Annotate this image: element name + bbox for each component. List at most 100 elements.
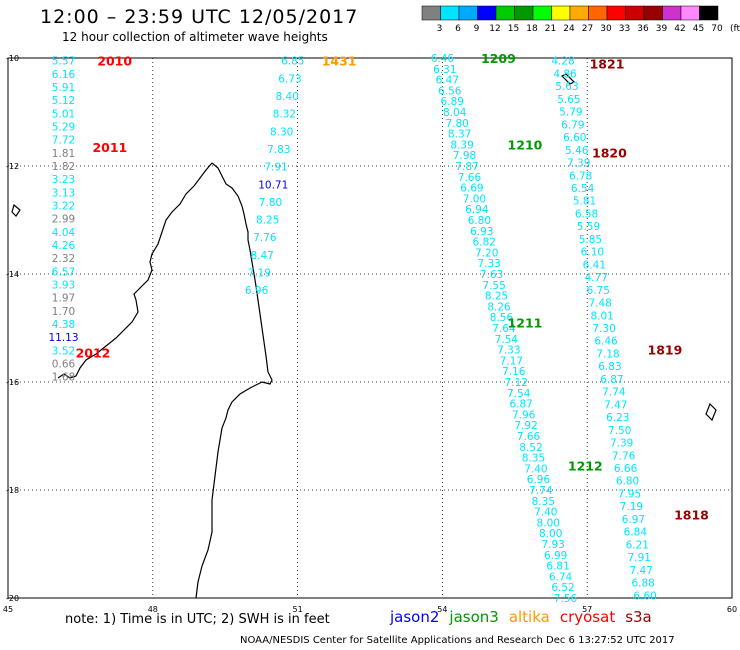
wave-height-value: 7.56	[554, 593, 578, 605]
legend-entry: s3a	[625, 608, 652, 626]
legend-entry: jason3	[449, 608, 499, 626]
wave-height-value: 5.29	[52, 122, 75, 134]
pass-time-label: 1431	[322, 54, 357, 69]
coastline-madagascar	[11, 73, 717, 599]
wave-height-value: 7.00	[463, 193, 486, 205]
wave-height-value: 6.80	[468, 215, 491, 227]
wave-height-value: 8.01	[590, 310, 613, 322]
colorbar-label: 70	[711, 24, 723, 34]
lon-tick-label: 51	[293, 605, 303, 614]
colorbar-label: 33	[619, 24, 630, 34]
wave-height-value: 6.84	[624, 527, 648, 539]
wave-height-value: 6.85	[281, 56, 304, 68]
lon-tick-label: 54	[437, 605, 447, 614]
colorbar-label: 24	[563, 24, 575, 34]
wave-height-value: 6.81	[546, 561, 569, 573]
wave-height-value: 6.96	[245, 285, 269, 297]
wave-height-value: 8.25	[256, 215, 279, 227]
wave-height-value: 8.37	[448, 129, 471, 141]
wave-height-value: 7.17	[500, 355, 523, 367]
wave-height-value: 6.74	[549, 571, 573, 583]
wave-height-value: 1.97	[52, 293, 75, 305]
wave-height-value: 7.16	[502, 366, 526, 378]
wave-height-value: 5.46	[565, 145, 589, 157]
wave-height-value: 8.39	[450, 139, 473, 151]
wave-height-value: 7.18	[596, 348, 619, 360]
pass-time-label: 1820	[592, 146, 627, 161]
colorbar-label: 12	[489, 24, 500, 34]
pass-time-labels: 2010 2011 2012 1431 1209 1210 1211 1212 1821 1820…	[76, 51, 709, 522]
wave-height-value: 7.66	[517, 431, 541, 443]
wave-height-value: 4.77	[585, 272, 608, 284]
wave-height-value: 6.78	[569, 170, 592, 182]
wave-height-value: 6.99	[544, 550, 567, 562]
wave-height-value: 6.80	[616, 476, 639, 488]
credit-line: NOAA/NESDIS Center for Satellite Applica…	[240, 635, 675, 646]
lon-tick-label: 45	[3, 605, 13, 614]
wave-height-value: 6.54	[571, 183, 595, 195]
wave-height-value: 6.87	[600, 374, 623, 386]
wave-height-value: 7.47	[604, 399, 627, 411]
wave-height-value: 7.50	[608, 425, 631, 437]
wave-height-value: 5.63	[555, 81, 578, 93]
wave-height-value: 6.69	[460, 183, 483, 195]
wave-height-value: 11.13	[48, 332, 78, 344]
colorbar-label: 15	[508, 24, 519, 34]
pass-time-label: 2012	[76, 345, 111, 360]
wave-height-value: 8.40	[276, 91, 299, 103]
wave-height-value: 6.23	[606, 412, 629, 424]
wave-height-value: 8.35	[532, 496, 555, 508]
wave-height-value: 7.96	[512, 409, 536, 421]
wave-height-value: 5.91	[52, 82, 75, 94]
lon-tick-label: 57	[582, 605, 592, 614]
wave-height-value: 8.56	[490, 312, 514, 324]
wave-height-value: 7.93	[541, 539, 564, 551]
wave-height-value: 5.57	[52, 56, 75, 68]
wave-height-value: 6.75	[587, 285, 610, 297]
wave-height-value: 7.19	[620, 501, 643, 513]
wave-height-value: 7.33	[477, 258, 500, 270]
wave-height-value: 7.87	[455, 161, 478, 173]
satellite-legend: jason2 jason3 altika cryosat s3a	[390, 608, 662, 626]
lat-tick-label: -10	[6, 54, 19, 63]
wave-height-value: 7.54	[495, 334, 519, 346]
wave-height-value: 7.66	[458, 172, 482, 184]
wave-height-value: 8.52	[519, 442, 542, 454]
pass-time-label: 2011	[92, 140, 127, 155]
axis-labels: 45 48 51 54 57 60 -10 -12 -14 -16 -18 -20	[3, 54, 737, 614]
colorbar-swatch	[699, 5, 719, 21]
wave-height-value: 8.47	[250, 250, 273, 262]
wave-height-value: 6.41	[583, 259, 606, 271]
small-island-a	[11, 203, 21, 217]
wave-height-value: 6.82	[473, 237, 496, 249]
wave-height-value: 8.25	[485, 291, 508, 303]
wave-height-value: 6.16	[52, 69, 76, 81]
altimeter-tracks: 5.576.165.915.125.01 5.297.721.811.823.23…	[48, 53, 656, 605]
wave-height-value: 1.68	[52, 372, 75, 384]
wave-height-value: 6.87	[509, 399, 532, 411]
wave-height-value: 6.46	[594, 336, 618, 348]
wave-height-value: 6.46	[431, 53, 455, 65]
wave-height-value: 5.12	[52, 95, 75, 107]
wave-height-value: 7.74	[529, 485, 553, 497]
wave-height-value: 7.92	[514, 420, 537, 432]
wave-height-value: 7.76	[612, 450, 636, 462]
wave-height-value: 6.47	[436, 75, 459, 87]
small-island-b	[705, 402, 717, 422]
wave-height-value: 6.21	[626, 539, 649, 551]
wave-height-value: 6.73	[278, 73, 301, 85]
wave-height-value: 3.22	[52, 200, 75, 212]
wave-height-value: 8.00	[539, 528, 562, 540]
wave-height-value: 7.39	[610, 438, 633, 450]
wave-height-value: 6.97	[622, 514, 645, 526]
wave-height-value: 6.88	[631, 578, 654, 590]
wave-height-value: 5.65	[557, 94, 580, 106]
lat-tick-label: -20	[6, 594, 19, 603]
pass-time-label: 2010	[97, 54, 132, 69]
wave-height-value: 6.56	[438, 85, 462, 97]
wave-height-value: 5.01	[52, 108, 75, 120]
wave-height-value: 6.79	[561, 119, 584, 131]
wave-height-value: 7.83	[267, 144, 290, 156]
colorbar-label: 42	[674, 24, 685, 34]
